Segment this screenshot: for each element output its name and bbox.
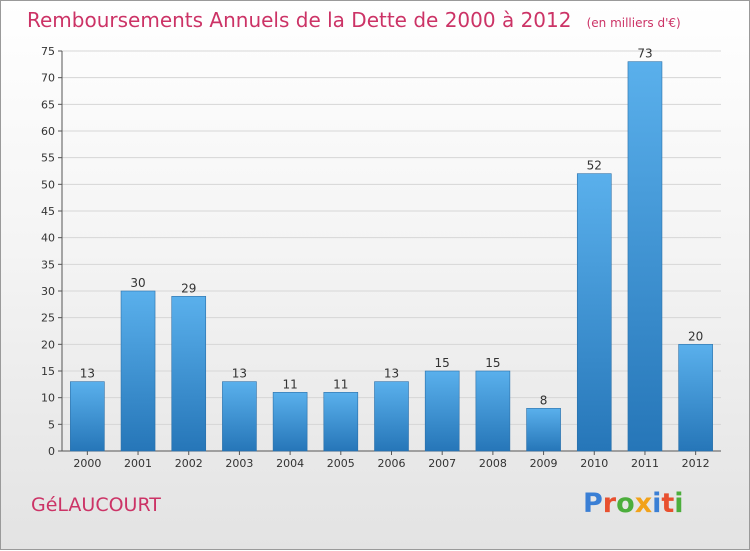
chart-title: Remboursements Annuels de la Dette de 20… [27, 8, 681, 32]
value-label-2010: 52 [587, 159, 602, 173]
logo-letter: P [583, 488, 603, 519]
bar-2001 [120, 290, 156, 452]
y-tick-label: 10 [41, 392, 55, 405]
x-tick-label-2000: 2000 [73, 457, 101, 470]
value-label-2008: 15 [485, 356, 500, 370]
labels: 0 5 10 15 20 25 30 35 40 45 50 55 60 65 70 75 13 2000 30 20… [41, 45, 710, 470]
x-tick-label-2003: 2003 [225, 457, 253, 470]
y-tick-label: 35 [41, 258, 55, 271]
y-tick-label: 65 [41, 98, 55, 111]
proxiti-logo: Proxiti [583, 488, 684, 519]
bar-2007 [424, 370, 460, 452]
bars [70, 61, 713, 452]
value-label-2004: 11 [282, 377, 297, 391]
y-tick-label: 20 [41, 338, 55, 351]
y-tick-label: 0 [48, 445, 55, 458]
y-tick-label: 55 [41, 152, 55, 165]
bar-2005 [323, 392, 359, 452]
y-tick-label: 70 [41, 72, 55, 85]
bar-2012 [678, 344, 713, 452]
logo-letter: i [652, 488, 662, 519]
value-label-2011: 73 [637, 47, 652, 61]
x-tick-label-2007: 2007 [428, 457, 456, 470]
chart-unit-label: (en milliers d'€) [586, 16, 681, 30]
value-label-2005: 11 [333, 377, 348, 391]
logo-letter: x [634, 488, 653, 519]
value-label-2006: 13 [384, 367, 399, 381]
logo-letter: t [661, 488, 675, 519]
value-label-2003: 13 [232, 367, 247, 381]
y-tick-label: 40 [41, 232, 55, 245]
x-tick-label-2011: 2011 [631, 457, 659, 470]
y-tick-label: 45 [41, 205, 55, 218]
bar-2000 [70, 381, 105, 452]
value-label-2009: 8 [540, 393, 548, 407]
bar-2011 [627, 61, 663, 452]
x-tick-label-2010: 2010 [580, 457, 608, 470]
x-tick-label-2006: 2006 [378, 457, 406, 470]
bar-2003 [222, 381, 257, 452]
value-label-2007: 15 [435, 356, 450, 370]
bar-2002 [171, 296, 207, 452]
y-tick-label: 25 [41, 312, 55, 325]
x-tick-label-2012: 2012 [682, 457, 710, 470]
bar-2004 [272, 392, 308, 452]
y-tick-label: 60 [41, 125, 55, 138]
y-tick-label: 15 [41, 365, 55, 378]
location-name: GéLAUCOURT [31, 494, 161, 516]
y-tick-label: 5 [48, 418, 55, 431]
x-tick-label-2001: 2001 [124, 457, 152, 470]
bar-2006 [374, 381, 409, 452]
x-tick-label-2005: 2005 [327, 457, 355, 470]
value-label-2002: 29 [181, 281, 196, 295]
logo-letter: r [602, 488, 617, 519]
y-tick-label: 75 [41, 45, 55, 58]
value-label-2012: 20 [688, 329, 703, 343]
y-tick-label: 30 [41, 285, 55, 298]
bar-2009 [526, 408, 561, 452]
value-label-2000: 13 [80, 367, 95, 381]
bar-2010 [576, 173, 612, 452]
bar-2008 [475, 370, 511, 452]
y-tick-label: 50 [41, 178, 55, 191]
x-tick-label-2008: 2008 [479, 457, 507, 470]
logo-letter: o [616, 488, 635, 519]
chart-title-text: Remboursements Annuels de la Dette de 20… [27, 8, 572, 32]
x-tick-label-2009: 2009 [530, 457, 558, 470]
value-label-2001: 30 [130, 276, 145, 290]
x-tick-label-2002: 2002 [175, 457, 203, 470]
logo-letter: i [674, 488, 684, 519]
x-tick-label-2004: 2004 [276, 457, 304, 470]
